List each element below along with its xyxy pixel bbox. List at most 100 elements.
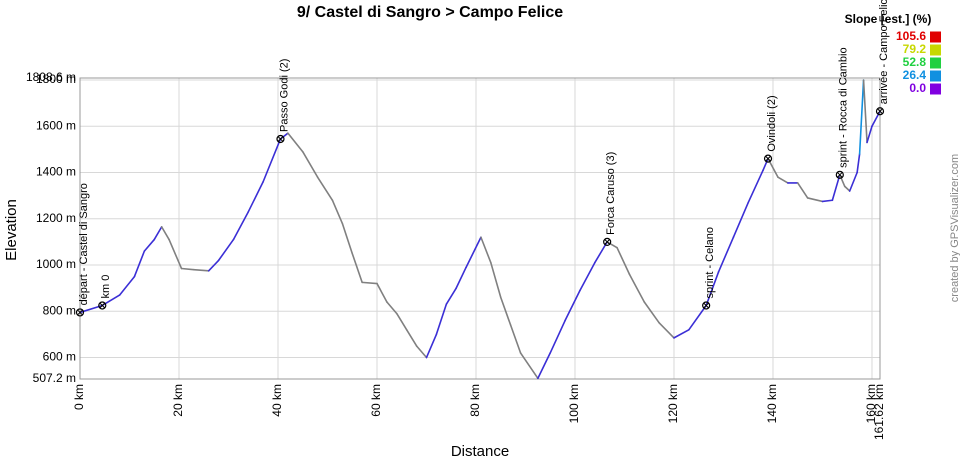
profile-segment [871, 110, 881, 128]
profile-segment [579, 261, 596, 292]
profile-segment [658, 322, 675, 339]
profile-segment [361, 281, 378, 285]
waypoint-label: arrivée - Campo Felice [878, 0, 890, 104]
waypoint-cross [604, 239, 611, 245]
profile-segment [856, 153, 861, 174]
profile-segment [628, 273, 646, 303]
profile-segment [796, 182, 809, 199]
profile-segment [821, 199, 834, 203]
legend-swatch [930, 31, 941, 43]
waypoint-cross [99, 302, 106, 309]
profile-segment [848, 171, 858, 192]
waypoint-label: départ - Castel di Sangro [78, 183, 90, 305]
x-tick-label: 60 km [369, 384, 383, 417]
waypoint-label: Passo Godi (2) [278, 59, 290, 132]
profile-segment [143, 238, 156, 252]
waypoint-marker [75, 308, 85, 317]
x-tick-label: 120 km [666, 384, 680, 423]
profile-segment [717, 236, 735, 273]
legend-value: 0.0 [909, 81, 926, 95]
profile-segment [762, 157, 769, 171]
plot-frame [79, 77, 881, 380]
x-tick-label: 160 km [864, 384, 878, 423]
waypoint-marker [763, 154, 773, 163]
y-tick-label: 600 m [43, 350, 76, 364]
waypoint-marker [875, 107, 885, 116]
y-tick-label: 1808.6 m [26, 70, 76, 84]
profile-segment [839, 174, 846, 188]
waypoint-cross [277, 136, 284, 142]
profile-segment [217, 238, 235, 262]
waypoint-cross [77, 309, 83, 316]
profile-segment [537, 352, 552, 380]
profile-segment [405, 328, 418, 347]
profile-segment [301, 150, 319, 178]
x-axis-label: Distance [451, 443, 509, 460]
profile-segment [133, 250, 146, 278]
profile-segment [386, 301, 398, 315]
x-tick-label: 100 km [567, 384, 581, 423]
waypoint-label: Ovindoli (2) [766, 95, 778, 151]
profile-segment [425, 333, 438, 359]
x-tick-label: 20 km [171, 384, 185, 417]
profile-segment [331, 199, 344, 225]
profile-segment [732, 201, 750, 239]
waypoint-label: sprint - Rocca di Cambio [838, 47, 850, 167]
waypoint-cross [703, 302, 710, 309]
legend-title: Slope [est.] (%) [845, 12, 932, 26]
legend-value: 79.2 [903, 42, 927, 56]
profile-segment [262, 138, 282, 183]
profile-segment [490, 261, 502, 299]
legend-swatch [930, 70, 941, 82]
waypoint-cross [877, 108, 883, 115]
waypoint-label: km 0 [100, 275, 112, 299]
profile-segment [455, 266, 467, 289]
profile-segment [341, 222, 354, 255]
waypoint-cross [765, 155, 771, 162]
waypoint-marker [276, 134, 285, 144]
profile-segment [232, 211, 250, 241]
profile-segment [688, 304, 707, 331]
waypoint-label: Forca Caruso (3) [605, 152, 617, 235]
profile-segment [465, 236, 482, 269]
profile-segment [287, 132, 304, 153]
y-tick-label: 507.2 m [33, 371, 76, 385]
profile-segment [831, 174, 841, 202]
profile-segment [207, 259, 220, 272]
legend-swatch [930, 57, 941, 69]
legend-swatch [930, 83, 941, 95]
profile-segment [673, 328, 690, 339]
waypoint-marker [702, 301, 711, 310]
profile-segment [480, 236, 492, 264]
x-tick-label: 0 km [72, 384, 86, 410]
profile-segment [376, 282, 388, 303]
profile-segment [160, 226, 170, 241]
waypoint-marker [98, 301, 107, 310]
legend-value: 52.8 [903, 55, 927, 69]
y-tick-label: 1400 m [36, 165, 76, 179]
profile-segment [777, 176, 789, 184]
profile-segment [643, 301, 660, 324]
y-tick-label: 1200 m [36, 211, 76, 225]
x-tick-label: 40 km [270, 384, 284, 417]
waypoint-label: sprint - Celano [704, 227, 716, 299]
x-tick-label: 80 km [468, 384, 482, 417]
profile-segment [247, 180, 264, 213]
x-tick-label: 140 km [765, 384, 779, 423]
profile-segment [843, 185, 851, 192]
profile-segment [445, 287, 457, 306]
profile-segment [415, 345, 428, 359]
y-tick-label: 1000 m [36, 257, 76, 271]
waypoint-marker [603, 237, 612, 246]
y-tick-label: 1800 m [36, 72, 76, 86]
profile-segment [193, 268, 210, 272]
profile-segment [564, 289, 581, 322]
chart-title: 9/ Castel di Sangro > Campo Felice [297, 4, 563, 21]
legend-value: 26.4 [903, 68, 927, 82]
y-tick-label: 800 m [43, 303, 76, 317]
profile-segment [747, 169, 764, 204]
profile-segment [435, 303, 448, 336]
profile-segment [351, 252, 363, 284]
profile-segment [549, 319, 566, 354]
